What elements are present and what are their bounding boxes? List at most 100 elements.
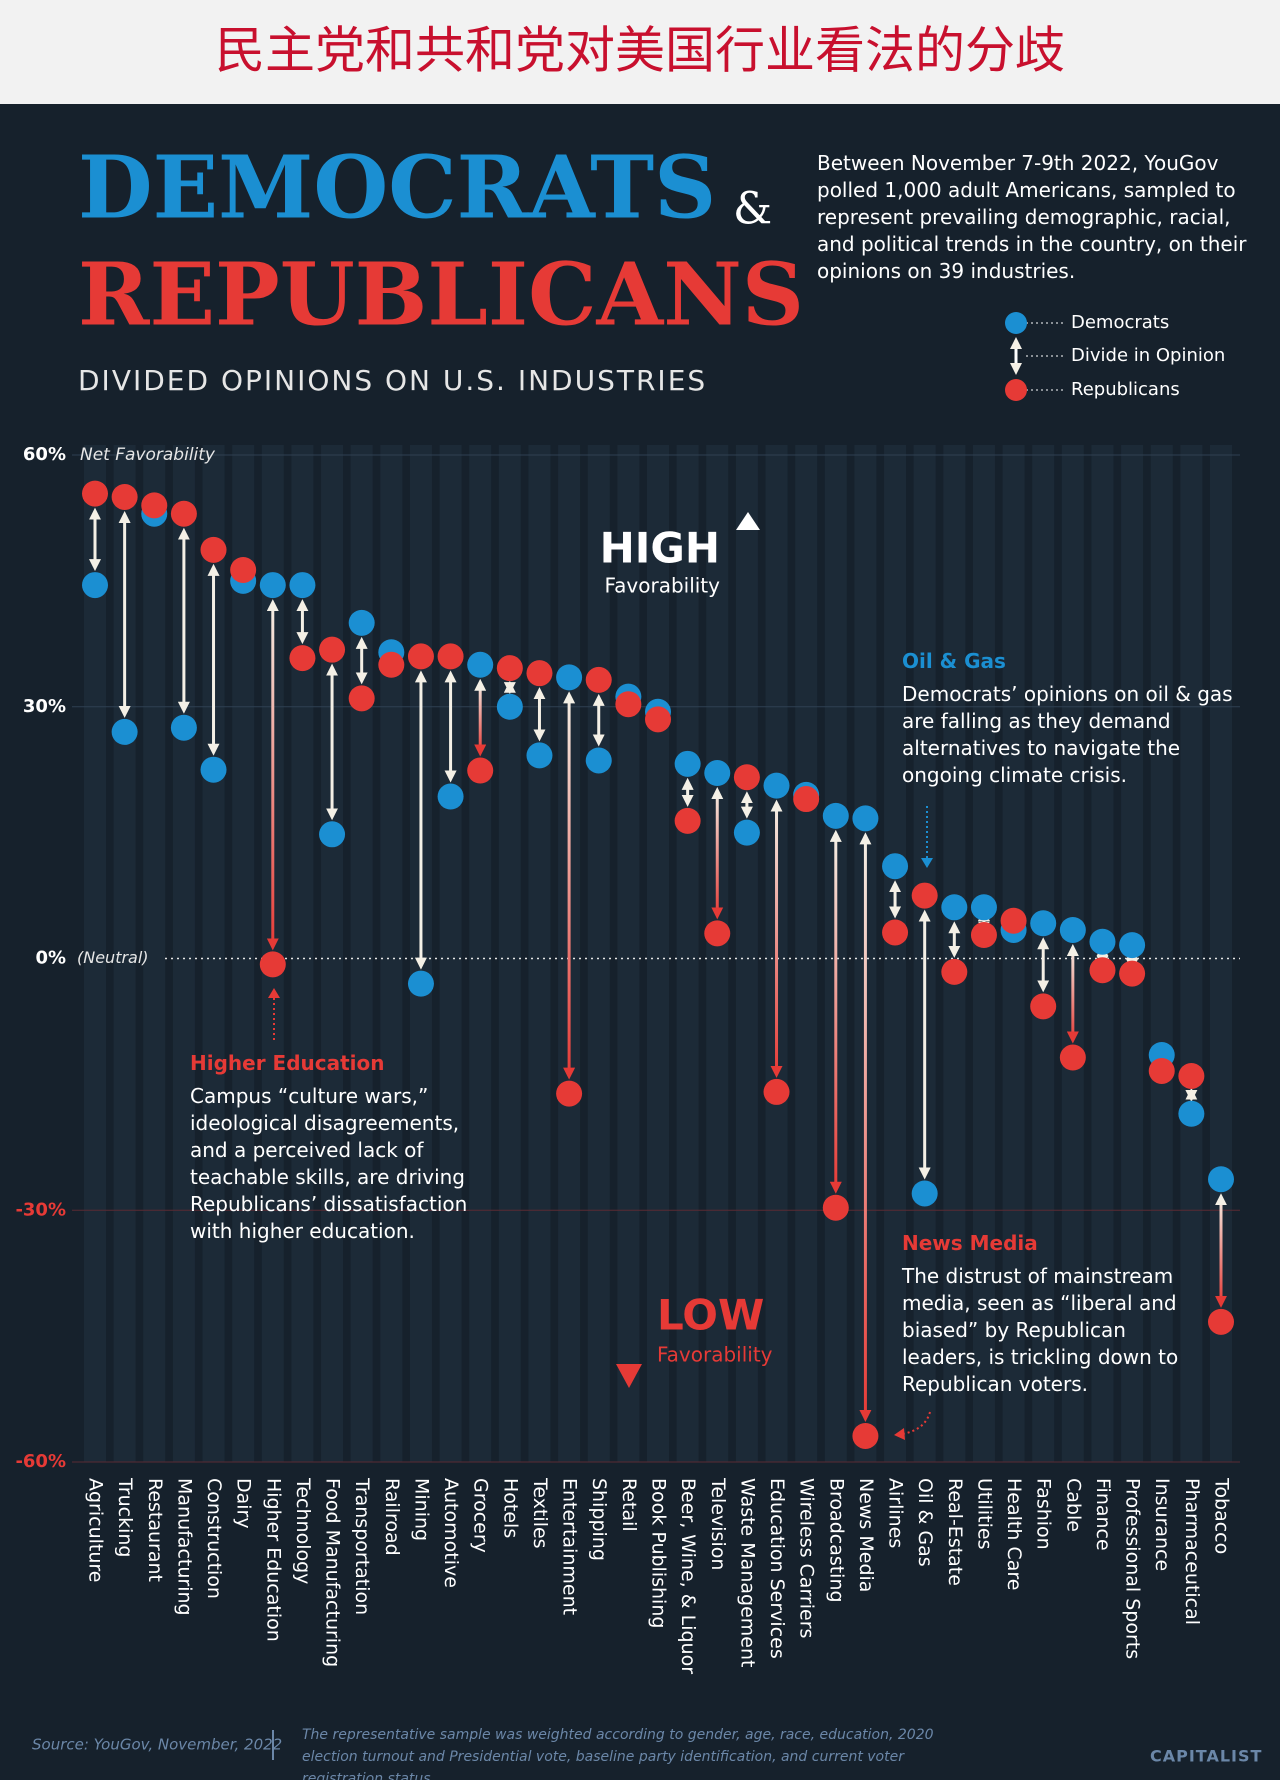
legend-marker (1005, 312, 1027, 334)
democrat-dot (200, 756, 227, 783)
republican-dot (911, 882, 938, 909)
header-title: 民主党和共和党对美国行业看法的分歧 (215, 22, 1065, 80)
x-tick-label: Shipping (588, 1478, 610, 1561)
annotation: Higher Education Campus “culture wars,” i… (190, 1050, 490, 1245)
democrat-dot (170, 714, 197, 741)
democrat-dot (941, 894, 968, 921)
x-tick-label: Dairy (233, 1478, 255, 1529)
republican-dot (882, 919, 909, 946)
header-band (0, 0, 1280, 104)
x-tick-label: Railroad (381, 1478, 403, 1556)
column-stripe (321, 445, 344, 1462)
x-tick-label: Entertainment (559, 1478, 581, 1615)
column-stripe (291, 445, 314, 1462)
annotation-title: Oil & Gas (902, 649, 1006, 673)
y-tick-label: 60% (23, 444, 66, 465)
column-stripe (735, 445, 758, 1462)
low-sub: Favorability (657, 1343, 773, 1367)
democrat-dot (822, 802, 849, 829)
republican-dot (615, 691, 642, 718)
title-amp: & (733, 184, 772, 235)
column-stripe (380, 445, 403, 1462)
democrat-dot (733, 819, 760, 846)
logo: CAPITALIST (1150, 1747, 1262, 1766)
x-tick-label: Higher Education (262, 1478, 284, 1642)
column-stripe (884, 445, 907, 1462)
democrat-dot (911, 1180, 938, 1207)
democrat-dot (1119, 932, 1146, 959)
x-tick-label: Restaurant (144, 1478, 166, 1582)
democrat-dot (1059, 916, 1086, 943)
republican-dot (141, 492, 168, 519)
democrat-dot (852, 805, 879, 832)
democrat-dot (704, 760, 731, 787)
democrat-dot (674, 750, 701, 777)
democrat-dot (1178, 1100, 1205, 1127)
democrat-dot (763, 772, 790, 799)
x-tick-label: Wireless Carriers (796, 1478, 818, 1638)
republican-dot (1148, 1057, 1175, 1084)
democrat-dot (496, 693, 523, 720)
x-tick-label: Technology (292, 1477, 314, 1584)
title-democrats: DEMOCRATS (78, 138, 716, 239)
legend-label: Divide in Opinion (1071, 345, 1225, 366)
x-tick-label: Cable (1062, 1478, 1084, 1532)
column-stripe (498, 445, 521, 1462)
republican-dot (704, 920, 731, 947)
republican-dot (1000, 907, 1027, 934)
republican-dot (556, 1080, 583, 1107)
y-tick-label: -60% (15, 1451, 66, 1472)
intro: Between November 7-9th 2022, YouGov poll… (817, 151, 1247, 283)
subtitle: DIVIDED OPINIONS ON U.S. INDUSTRIES (78, 364, 707, 397)
democrat-dot (1030, 910, 1057, 937)
y-tick-label: 0% (35, 948, 66, 969)
democrat-dot (970, 894, 997, 921)
x-tick-label: Beer, Wine, & Liquor (677, 1478, 699, 1674)
callout-head (894, 1428, 905, 1440)
x-tick-label: Fashion (1033, 1478, 1055, 1550)
republican-dot (289, 645, 316, 672)
republican-dot (1089, 957, 1116, 984)
democrat-dot (111, 718, 138, 745)
democrat-dot (882, 853, 909, 880)
x-tick-label: Construction (203, 1478, 225, 1599)
high-arrow-head (736, 512, 760, 530)
column-stripe (1150, 445, 1173, 1462)
republican-dot (852, 1422, 879, 1449)
column-stripe (647, 445, 669, 1462)
republican-dot (674, 807, 701, 834)
x-tick-label: Finance (1092, 1478, 1114, 1551)
column-stripe (528, 445, 551, 1462)
republican-dot (1119, 960, 1146, 987)
x-tick-label: Hotels (499, 1478, 521, 1538)
x-tick-label: Waste Management (736, 1478, 758, 1667)
republican-dot (378, 651, 405, 678)
x-tick-label: Oil & Gas (914, 1478, 936, 1567)
democrat-dot (526, 742, 553, 769)
democrat-dot (1089, 928, 1116, 955)
democrat-dot (1208, 1166, 1234, 1193)
high-sub: Favorability (604, 574, 720, 598)
democrat-dot (82, 572, 108, 599)
column-stripe (706, 445, 729, 1462)
footnote: The representative sample was weighted a… (302, 1727, 934, 1780)
column-stripe (587, 445, 610, 1462)
republican-dot (259, 951, 286, 978)
republican-dot (822, 1194, 849, 1221)
column-stripe (469, 445, 492, 1462)
legend-label: Democrats (1071, 312, 1169, 333)
republican-dot (467, 757, 494, 784)
x-tick-label: Pharmaceutical (1181, 1478, 1203, 1625)
column-stripe (1180, 445, 1203, 1462)
x-tick-label: Education Services (766, 1478, 788, 1659)
x-tick-label: Mining (410, 1478, 432, 1541)
x-tick-label: Health Care (1003, 1478, 1025, 1590)
democrat-dot (289, 572, 316, 599)
x-tick-label: Textiles (529, 1477, 551, 1549)
democrat-dot (407, 970, 434, 997)
republican-dot (970, 922, 997, 949)
republican-dot (1059, 1044, 1086, 1071)
callout-head (268, 988, 280, 998)
democrat-dot (585, 747, 612, 774)
